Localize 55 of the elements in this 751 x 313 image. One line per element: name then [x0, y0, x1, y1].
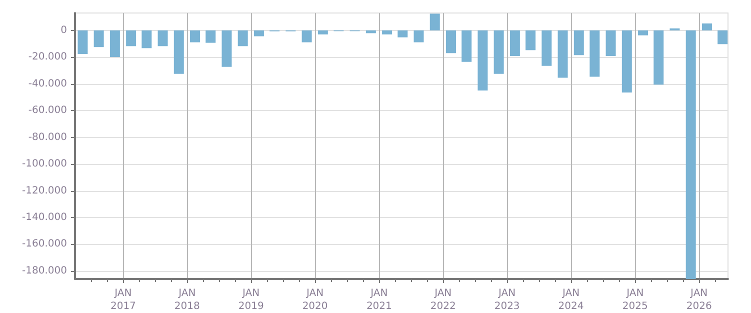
bar [686, 30, 696, 279]
bar [718, 30, 728, 44]
bar [238, 30, 248, 46]
bar [414, 30, 424, 42]
bar [126, 30, 136, 46]
x-tick-label: JAN 2026 [686, 288, 712, 312]
y-tick-label: -140.000 [22, 212, 67, 224]
bar [254, 30, 264, 36]
bar [622, 30, 632, 93]
y-tick-label: -20.000 [28, 52, 67, 63]
bar [702, 23, 712, 30]
x-tick-label: JAN 2023 [494, 288, 520, 312]
bar [574, 30, 584, 56]
bar [446, 30, 456, 54]
bar [94, 30, 104, 48]
bar [510, 30, 520, 56]
bar [158, 30, 168, 46]
bar [430, 14, 440, 30]
x-tick-label: JAN 2020 [302, 288, 328, 312]
bar [222, 30, 232, 67]
bar [206, 30, 216, 43]
y-tick-label: -100.000 [22, 158, 67, 170]
x-tick-label: JAN 2017 [110, 288, 136, 312]
y-tick-label: 0 [60, 24, 67, 36]
y-tick-label: -80.000 [28, 132, 67, 143]
bar [398, 30, 408, 38]
bar [638, 30, 648, 36]
bar [190, 30, 200, 42]
bar [78, 30, 88, 54]
y-tick-label: -160.000 [22, 238, 67, 250]
bar [174, 30, 184, 74]
bar [654, 30, 664, 85]
x-tick-label: JAN 2019 [238, 288, 264, 312]
bar [110, 30, 120, 57]
x-tick-label: JAN 2024 [558, 288, 584, 312]
x-tick-label: JAN 2021 [366, 288, 392, 312]
bar [462, 30, 472, 62]
bar [142, 30, 152, 48]
x-tick-label: JAN 2018 [174, 288, 200, 312]
bar [302, 30, 312, 42]
bar [478, 30, 488, 91]
bar [590, 30, 600, 77]
x-tick-label: JAN 2022 [430, 288, 456, 312]
y-tick-label: -120.000 [22, 185, 67, 196]
bar [558, 30, 568, 78]
bar [382, 30, 392, 34]
y-tick-label: -60.000 [28, 105, 67, 116]
y-tick-label: -40.000 [28, 78, 67, 90]
y-tick-label: -180.000 [22, 265, 67, 276]
bar [606, 30, 616, 56]
bar [494, 30, 504, 74]
bar [526, 30, 536, 50]
bar [318, 30, 328, 34]
x-tick-label: JAN 2025 [622, 288, 648, 312]
bar [542, 30, 552, 66]
